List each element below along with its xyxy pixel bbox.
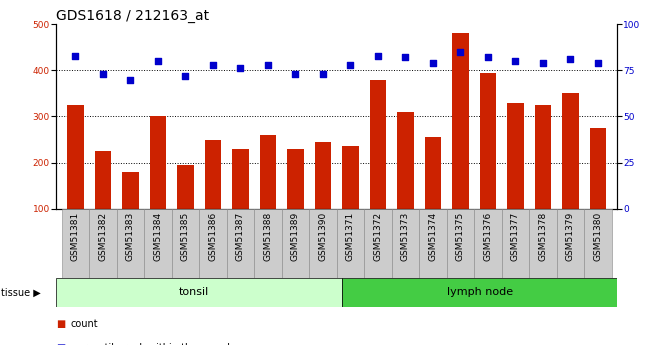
Bar <box>342 146 358 255</box>
Point <box>482 55 493 60</box>
Bar <box>150 117 166 255</box>
Bar <box>89 209 117 278</box>
Bar <box>56 278 342 307</box>
Bar <box>337 209 364 278</box>
Bar <box>309 209 337 278</box>
Bar <box>94 151 111 255</box>
Bar <box>67 105 84 255</box>
Bar <box>370 79 386 255</box>
Point <box>235 66 246 71</box>
Text: GSM51374: GSM51374 <box>428 212 438 261</box>
Bar <box>535 105 551 255</box>
Bar <box>342 278 617 307</box>
Bar <box>529 209 556 278</box>
Text: GSM51378: GSM51378 <box>539 212 547 262</box>
Point <box>565 57 576 62</box>
Point <box>125 77 136 82</box>
Point <box>152 58 163 64</box>
Text: tonsil: tonsil <box>178 287 209 297</box>
Point <box>263 62 273 68</box>
Bar <box>474 209 502 278</box>
Point <box>70 53 81 58</box>
Point <box>207 62 218 68</box>
Bar <box>205 139 221 255</box>
Point <box>593 60 603 66</box>
Text: GSM51386: GSM51386 <box>209 212 217 262</box>
Bar <box>226 209 254 278</box>
Text: GSM51373: GSM51373 <box>401 212 410 262</box>
Point <box>180 73 191 79</box>
Bar <box>177 165 193 255</box>
Text: GSM51375: GSM51375 <box>456 212 465 262</box>
Text: percentile rank within the sample: percentile rank within the sample <box>71 344 236 345</box>
Text: GSM51384: GSM51384 <box>153 212 162 261</box>
Bar <box>199 209 226 278</box>
Text: GSM51387: GSM51387 <box>236 212 245 262</box>
Point <box>345 62 356 68</box>
Text: tissue ▶: tissue ▶ <box>1 287 41 297</box>
Point <box>537 60 548 66</box>
Bar <box>419 209 447 278</box>
Bar <box>480 72 496 255</box>
Bar <box>232 149 249 255</box>
Bar <box>254 209 282 278</box>
Bar <box>397 112 414 255</box>
Bar <box>584 209 612 278</box>
Bar <box>502 209 529 278</box>
Text: GSM51385: GSM51385 <box>181 212 190 262</box>
Bar <box>122 172 139 255</box>
Point <box>428 60 438 66</box>
Bar <box>391 209 419 278</box>
Text: ■: ■ <box>56 319 65 329</box>
Bar <box>259 135 276 255</box>
Bar <box>507 102 523 255</box>
Text: GSM51371: GSM51371 <box>346 212 355 262</box>
Text: GSM51372: GSM51372 <box>374 212 382 261</box>
Text: count: count <box>71 319 98 329</box>
Bar <box>424 137 441 255</box>
Text: GDS1618 / 212163_at: GDS1618 / 212163_at <box>56 9 209 23</box>
Bar <box>562 93 579 255</box>
Text: GSM51389: GSM51389 <box>291 212 300 262</box>
Text: GSM51390: GSM51390 <box>318 212 327 262</box>
Point <box>400 55 411 60</box>
Text: ■: ■ <box>56 344 65 345</box>
Point <box>98 71 108 77</box>
Text: GSM51383: GSM51383 <box>126 212 135 262</box>
Bar <box>144 209 172 278</box>
Bar <box>556 209 584 278</box>
Bar <box>172 209 199 278</box>
Bar <box>117 209 144 278</box>
Text: GSM51379: GSM51379 <box>566 212 575 262</box>
Bar <box>452 33 469 255</box>
Text: GSM51381: GSM51381 <box>71 212 80 262</box>
Bar <box>287 149 304 255</box>
Point <box>455 49 465 55</box>
Bar <box>61 209 89 278</box>
Point <box>290 71 300 77</box>
Bar <box>282 209 309 278</box>
Text: GSM51388: GSM51388 <box>263 212 273 262</box>
Bar <box>447 209 474 278</box>
Bar <box>315 142 331 255</box>
Text: GSM51376: GSM51376 <box>483 212 492 262</box>
Bar <box>589 128 606 255</box>
Point <box>372 53 383 58</box>
Point <box>510 58 521 64</box>
Text: GSM51382: GSM51382 <box>98 212 108 261</box>
Point <box>317 71 328 77</box>
Text: GSM51377: GSM51377 <box>511 212 520 262</box>
Text: GSM51380: GSM51380 <box>593 212 603 262</box>
Text: lymph node: lymph node <box>447 287 513 297</box>
Bar <box>364 209 391 278</box>
